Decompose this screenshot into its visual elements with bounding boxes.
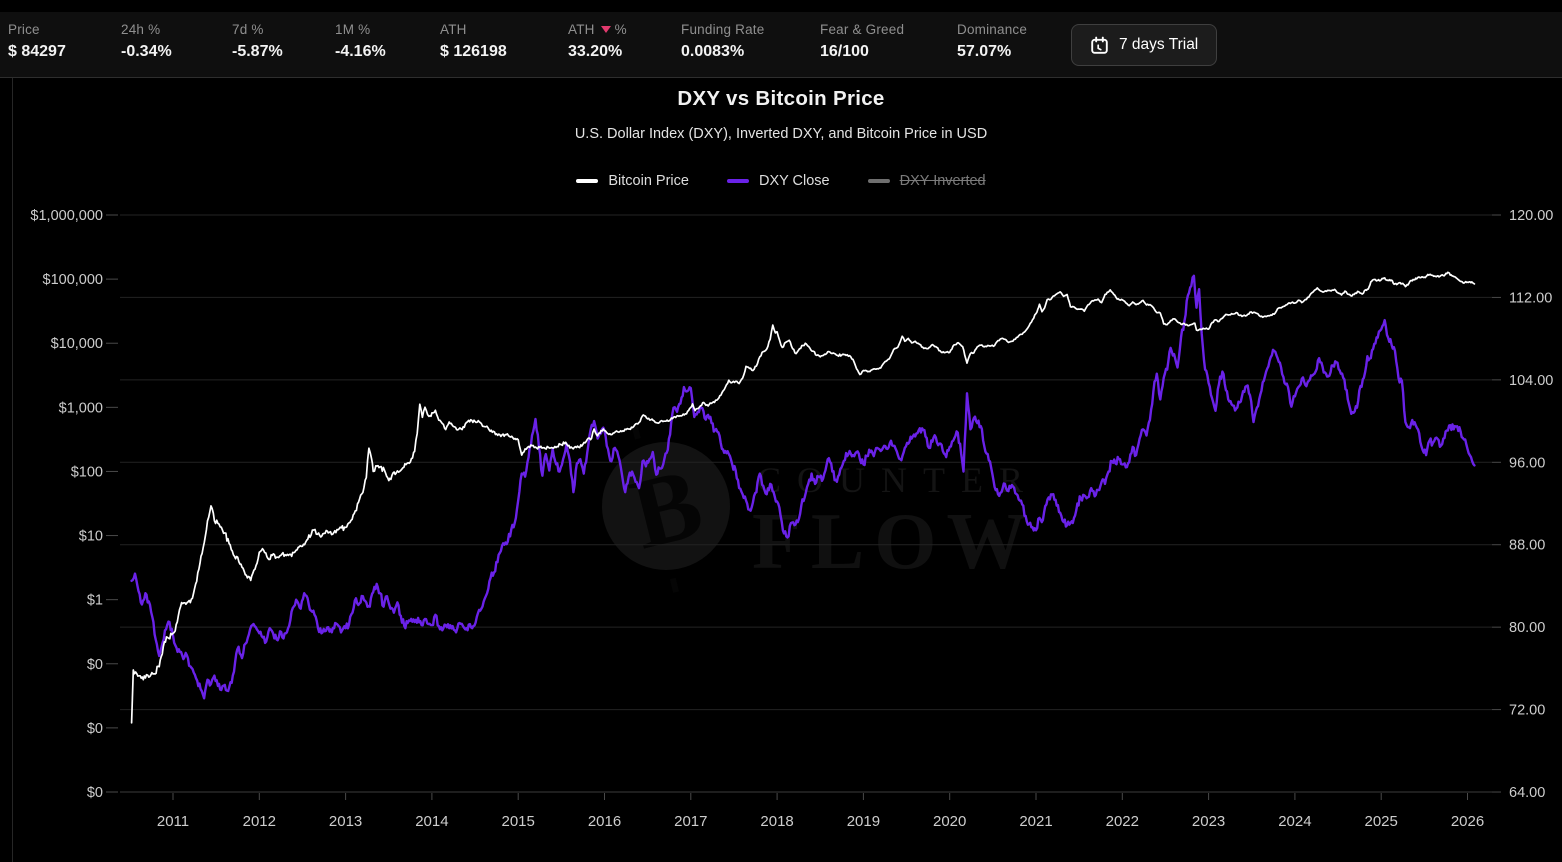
stat-label: 24h % — [121, 22, 161, 37]
right-axis-label: 104.00 — [1509, 373, 1553, 389]
trial-button[interactable]: 7 days Trial — [1071, 24, 1218, 66]
stats-bar: Price $ 84297 24h % -0.34% 7d % -5.87% 1M % -4.… — [0, 12, 1562, 78]
svg-text:COUNTER: COUNTER — [757, 460, 1039, 500]
stat-ath: ATH $ 126198 — [440, 22, 507, 61]
left-axis-label: $10,000 — [51, 336, 103, 352]
legend-item-dxy-inverted[interactable]: DXY Inverted — [867, 173, 986, 189]
series-line-dxy-close — [130, 274, 1476, 700]
x-axis-label: 2017 — [674, 813, 707, 830]
legend-item-dxy-close[interactable]: DXY Close — [726, 173, 830, 189]
legend-label: DXY Close — [758, 173, 830, 189]
stat-value: -5.87% — [232, 43, 283, 60]
x-axis-label: 2019 — [847, 813, 880, 830]
stat-label: Price — [8, 22, 40, 37]
stat-label: Dominance — [957, 22, 1028, 37]
x-axis-label: 2018 — [760, 813, 793, 830]
stat-change-1m: 1M % -4.16% — [335, 22, 386, 61]
legend-swatch-dxy-close — [726, 179, 749, 183]
legend-label: Bitcoin Price — [608, 173, 689, 189]
legend-label: DXY Inverted — [899, 173, 986, 189]
stat-fear-greed: Fear & Greed 16/100 — [820, 22, 904, 61]
left-axis-label: $1,000 — [59, 400, 103, 416]
stat-value: $ 126198 — [440, 43, 507, 60]
x-axis-label: 2022 — [1106, 813, 1139, 830]
x-axis-label: 2014 — [415, 813, 448, 830]
stat-value: 57.07% — [957, 43, 1012, 60]
x-axis-label: 2025 — [1365, 813, 1398, 830]
right-axis-label: 112.00 — [1509, 290, 1552, 306]
stat-value: -4.16% — [335, 43, 386, 60]
svg-text:FLOW: FLOW — [752, 498, 1036, 586]
x-axis-label: 2023 — [1192, 813, 1225, 830]
left-axis-label: $100 — [71, 464, 103, 480]
x-axis-label: 2013 — [329, 813, 362, 830]
left-axis-label: $0 — [87, 785, 103, 801]
stat-label: 1M % — [335, 22, 371, 37]
chart-title: DXY vs Bitcoin Price — [677, 87, 885, 110]
stat-price: Price $ 84297 — [8, 22, 66, 61]
stat-label: ATH — [440, 22, 467, 37]
x-axis-label: 2020 — [933, 813, 966, 830]
stat-value: 0.0083% — [681, 43, 745, 60]
left-axis-label: $0 — [87, 657, 103, 673]
right-axis-label: 72.00 — [1509, 703, 1545, 719]
stat-value: 16/100 — [820, 43, 869, 60]
right-axis-label: 96.00 — [1509, 455, 1545, 471]
stat-label: 7d % — [232, 22, 264, 37]
right-axis-label: 120.00 — [1509, 208, 1553, 224]
stat-value: $ 84297 — [8, 43, 66, 60]
stat-change-7d: 7d % -5.87% — [232, 22, 283, 61]
panel-left-border — [12, 78, 13, 862]
stat-label: Funding Rate — [681, 22, 765, 37]
x-axis-label: 2021 — [1019, 813, 1052, 830]
legend-item-bitcoin-price[interactable]: Bitcoin Price — [576, 173, 689, 189]
left-axis-label: $0 — [87, 721, 103, 737]
x-axis-label: 2016 — [588, 813, 621, 830]
right-axis-label: 64.00 — [1509, 785, 1545, 801]
trial-button-label: 7 days Trial — [1119, 36, 1199, 53]
stat-value: -0.34% — [121, 43, 172, 60]
triangle-down-icon — [600, 26, 611, 33]
chart-legend: Bitcoin Price DXY Close DXY Inverted — [0, 173, 1562, 189]
left-axis-label: $100,000 — [43, 272, 103, 288]
stat-funding-rate: Funding Rate 0.0083% — [681, 22, 764, 61]
stat-label: Fear & Greed — [820, 22, 905, 37]
x-axis-label: 2011 — [157, 813, 189, 830]
x-axis-label: 2026 — [1451, 813, 1484, 830]
left-axis-label: $1 — [87, 593, 103, 609]
stat-value: 33.20% — [568, 43, 623, 60]
chart-subtitle: U.S. Dollar Index (DXY), Inverted DXY, a… — [574, 126, 988, 142]
legend-swatch-bitcoin-price — [576, 179, 599, 183]
series-line-bitcoin-price — [130, 271, 1476, 724]
calendar-clock-icon — [1091, 36, 1108, 54]
right-axis-label: 80.00 — [1509, 620, 1545, 636]
x-axis-label: 2015 — [502, 813, 535, 830]
stat-label: ATH% — [568, 22, 627, 37]
stat-dominance: Dominance 57.07% — [957, 22, 1027, 61]
x-axis-label: 2012 — [243, 813, 276, 830]
left-axis-label: $10 — [79, 529, 103, 545]
right-axis-label: 88.00 — [1509, 538, 1545, 554]
left-axis-label: $1,000,000 — [30, 208, 103, 224]
x-axis-label: 2024 — [1278, 813, 1311, 830]
stat-ath-drawdown: ATH% 33.20% — [568, 22, 627, 61]
stat-change-24h: 24h % -0.34% — [121, 22, 172, 61]
legend-swatch-dxy-inverted — [867, 179, 890, 183]
